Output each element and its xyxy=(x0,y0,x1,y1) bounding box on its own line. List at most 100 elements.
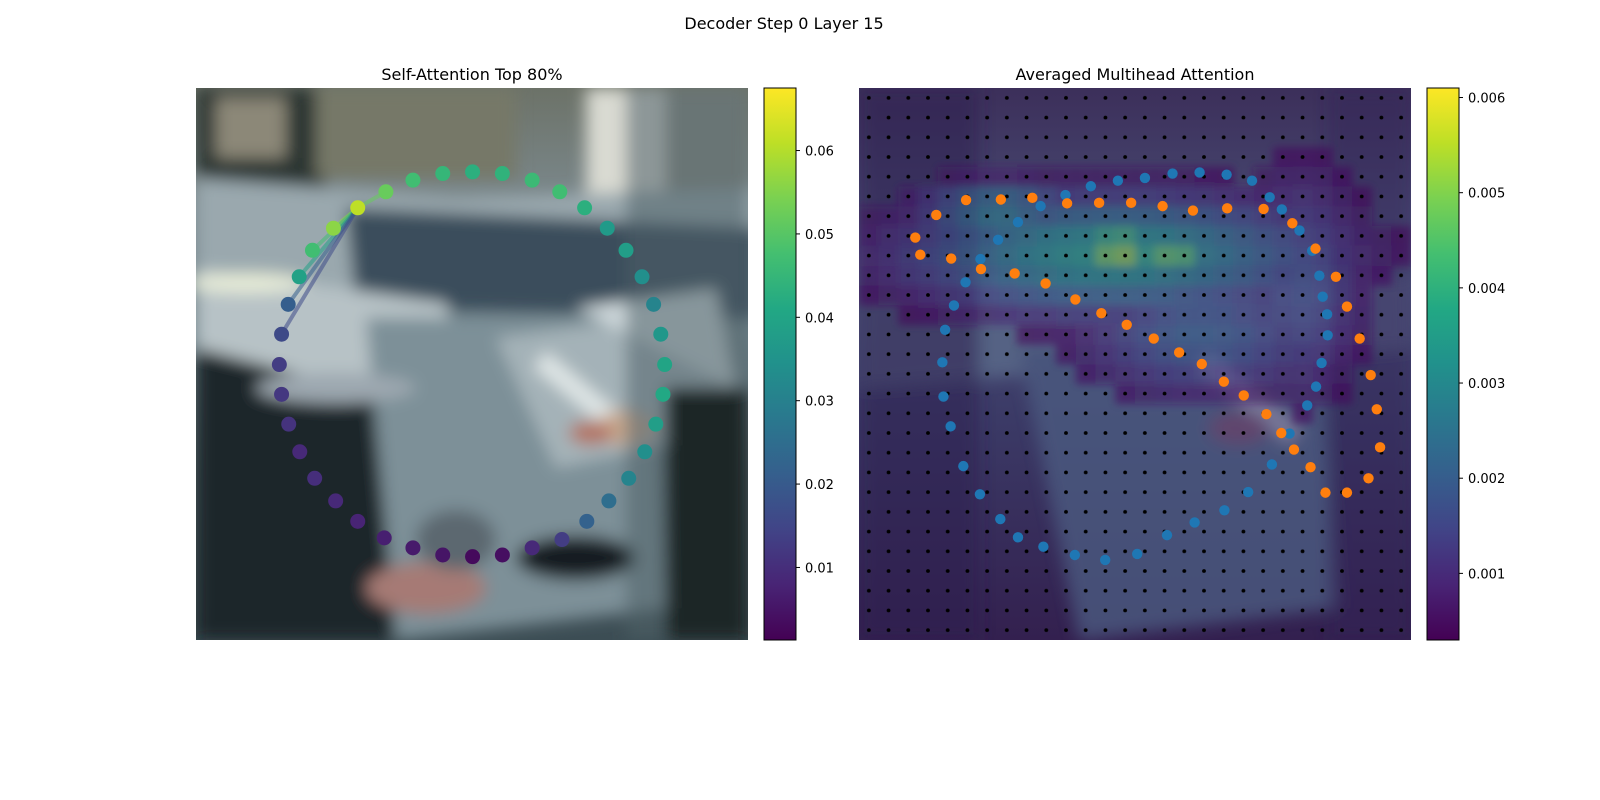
attention-point xyxy=(405,172,421,188)
self-attention-panel: Self-Attention Top 80% xyxy=(196,65,748,640)
attention-point xyxy=(280,296,296,312)
colorbar-tick-label: 0.003 xyxy=(1468,377,1505,392)
colorbar-tick-label: 0.004 xyxy=(1468,282,1505,297)
sample-point xyxy=(1061,198,1073,209)
attention-point xyxy=(350,513,366,529)
colorbar-tick-label: 0.06 xyxy=(805,145,834,160)
attention-point xyxy=(653,326,669,342)
sample-point xyxy=(960,194,972,206)
sample-point xyxy=(960,277,971,288)
attention-point xyxy=(554,532,570,548)
attention-point xyxy=(601,493,617,509)
sample-point xyxy=(1371,404,1382,415)
multihead-attention-panel: Averaged Multihead Attention xyxy=(859,65,1411,640)
attention-point xyxy=(435,547,451,563)
sample-point xyxy=(1341,301,1353,312)
sample-point xyxy=(1284,428,1295,439)
attention-point xyxy=(524,540,540,556)
sample-point xyxy=(1093,197,1105,209)
sample-point xyxy=(915,249,926,260)
sample-point xyxy=(1069,549,1081,561)
sample-point xyxy=(1060,189,1071,201)
sample-point xyxy=(1266,459,1278,470)
sample-point xyxy=(1322,330,1333,341)
colorbar-tick-label: 0.02 xyxy=(805,478,834,493)
colorbar-2: 0.001 0.002 0.003 0.004 0.005 0.006 xyxy=(1426,87,1505,641)
sample-point xyxy=(1365,369,1376,381)
sample-point xyxy=(937,357,948,368)
sample-point xyxy=(1038,541,1049,552)
sample-point xyxy=(958,460,969,472)
colorbar-tick-label: 0.01 xyxy=(805,561,834,576)
attention-point xyxy=(292,444,308,460)
sample-point xyxy=(939,324,951,335)
sample-point xyxy=(945,253,957,264)
sample-point xyxy=(1321,309,1333,320)
attention-point xyxy=(405,540,421,556)
sample-point xyxy=(1027,192,1038,204)
attention-point xyxy=(655,386,671,402)
attention-point xyxy=(274,326,290,342)
sample-point xyxy=(1009,268,1020,279)
figure-title: Decoder Step 0 Layer 15 xyxy=(684,14,883,33)
attention-point xyxy=(435,166,451,182)
attention-point xyxy=(274,386,290,402)
colorbar-tick-label: 0.04 xyxy=(805,311,834,326)
sample-point xyxy=(1317,291,1328,302)
attention-point xyxy=(618,242,634,258)
sample-point xyxy=(1125,197,1137,209)
sample-point xyxy=(1258,203,1269,215)
sample-point xyxy=(948,300,960,311)
attention-point xyxy=(577,200,593,216)
sample-point xyxy=(1305,462,1316,473)
sample-point xyxy=(1354,333,1365,344)
attention-point xyxy=(376,530,392,546)
colorbar-1: 0.01 0.02 0.03 0.04 0.05 0.06 xyxy=(763,87,834,641)
sample-point xyxy=(1264,192,1275,203)
sample-point xyxy=(975,263,987,275)
attention-point xyxy=(291,269,307,285)
sample-point xyxy=(1287,218,1298,229)
sample-point xyxy=(1341,487,1353,498)
sample-point xyxy=(1012,532,1024,543)
sample-point xyxy=(975,253,986,265)
sample-point xyxy=(1221,169,1232,180)
colorbar-tick-label: 0.001 xyxy=(1468,567,1505,582)
sample-point xyxy=(1330,271,1342,282)
sample-point xyxy=(1196,358,1207,370)
attention-point xyxy=(494,166,510,182)
sample-point xyxy=(1112,175,1124,186)
sample-point xyxy=(1219,505,1230,516)
attention-point xyxy=(524,172,540,188)
colorbar-tick-label: 0.002 xyxy=(1468,472,1505,487)
sample-point xyxy=(1157,200,1168,212)
sample-point xyxy=(910,232,921,243)
sample-point xyxy=(1148,333,1159,344)
attention-point xyxy=(634,269,650,285)
colorbar-tick-label: 0.03 xyxy=(805,395,834,410)
sample-point xyxy=(995,194,1007,205)
sample-point xyxy=(1261,409,1272,420)
sample-point xyxy=(1070,294,1081,305)
attention-point xyxy=(599,220,615,236)
attention-point xyxy=(271,357,287,373)
colorbar-tick-label: 0.006 xyxy=(1468,92,1505,107)
sample-point xyxy=(1218,376,1230,387)
sample-point xyxy=(1099,554,1111,566)
attention-point xyxy=(281,416,297,432)
attention-link xyxy=(279,206,360,336)
sample-point xyxy=(1310,381,1322,392)
sample-point xyxy=(1363,473,1374,484)
attention-point xyxy=(494,547,510,563)
sample-point xyxy=(1040,278,1051,289)
attention-point xyxy=(378,184,394,200)
sample-point xyxy=(1012,216,1024,228)
attention-point xyxy=(307,470,323,486)
sample-point xyxy=(1310,243,1321,254)
attention-point xyxy=(648,416,664,432)
sample-point xyxy=(1276,204,1288,215)
sample-point xyxy=(1167,168,1178,179)
attention-point xyxy=(328,493,344,509)
sample-point xyxy=(1121,319,1132,331)
query-point xyxy=(350,200,366,216)
